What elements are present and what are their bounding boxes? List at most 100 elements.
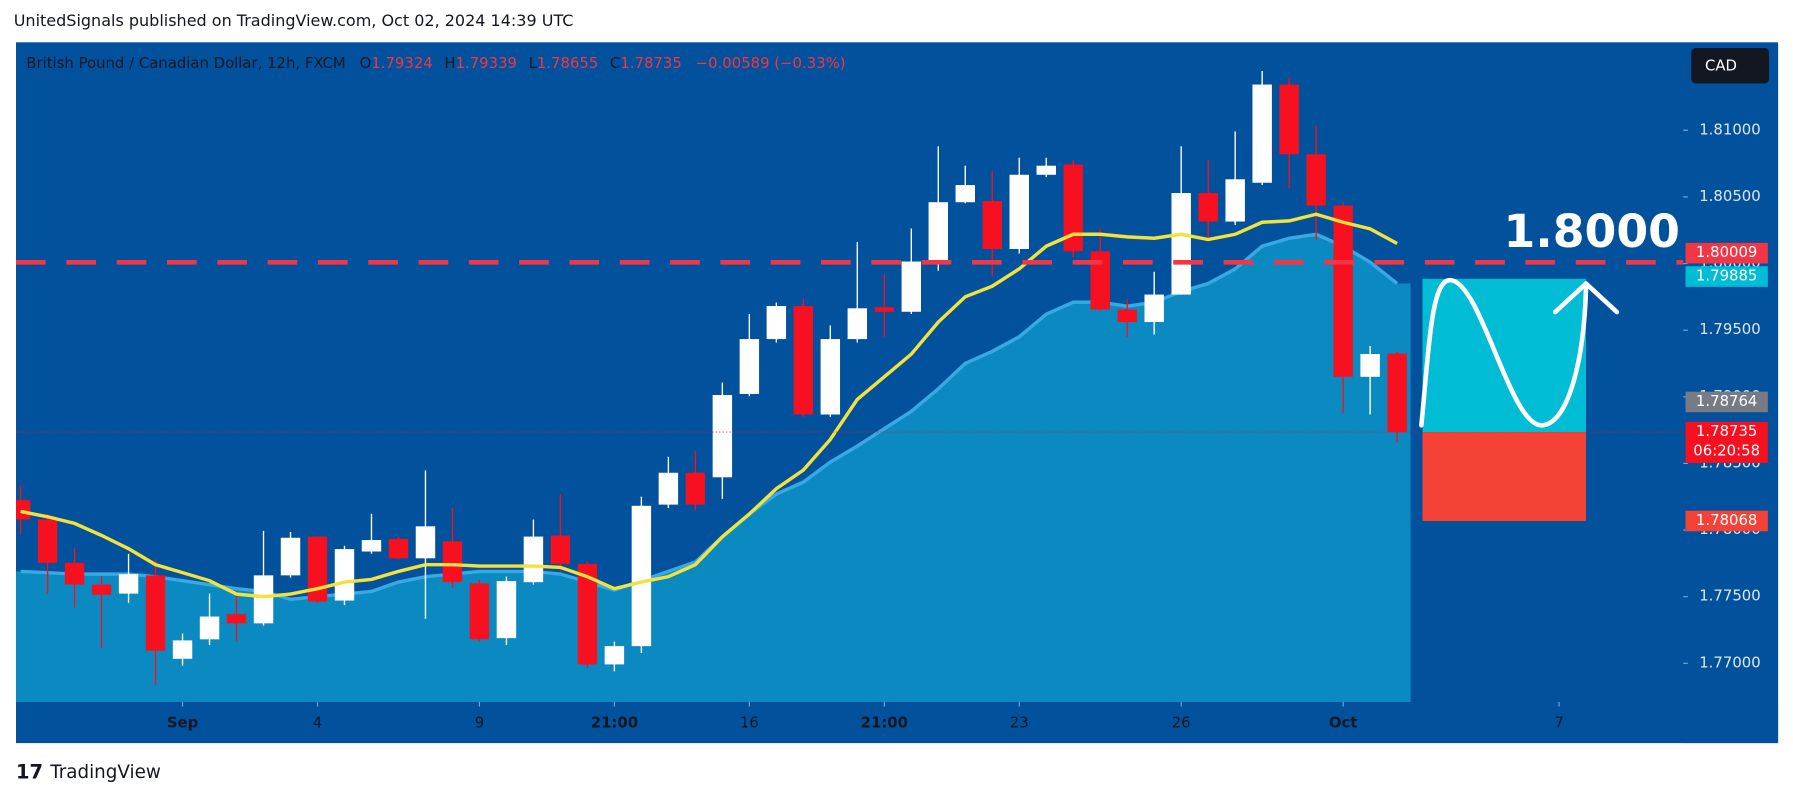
candle-body <box>658 472 679 505</box>
candle-body <box>1144 294 1164 323</box>
candle-body <box>469 583 490 640</box>
area-fill <box>16 234 1411 702</box>
candle-body <box>1225 179 1245 222</box>
legend: British Pound / Canadian Dollar, 12h, FX… <box>26 54 845 72</box>
x-tick-label: 26 <box>1172 714 1191 732</box>
legend-key: C <box>610 54 620 72</box>
candle-body <box>415 526 436 559</box>
y-tick-label: 1.81000 <box>1699 120 1760 138</box>
price-badge-label: 1.78068 <box>1696 511 1757 529</box>
candle-body <box>847 308 868 340</box>
candle-body <box>982 201 1002 249</box>
x-tick-label: 21:00 <box>591 714 638 732</box>
currency-badge[interactable] <box>1691 48 1769 84</box>
candle-body <box>226 614 247 624</box>
candle-body <box>1306 154 1326 206</box>
legend-high: 1.79339 <box>456 54 517 72</box>
legend-key: H <box>444 54 455 72</box>
candle-body <box>1009 174 1029 249</box>
price-badge <box>1685 391 1768 413</box>
y-tick-label: 1.79500 <box>1699 320 1760 338</box>
currency-label[interactable]: CAD <box>1705 56 1737 74</box>
candle-body <box>793 306 814 415</box>
legend-low: 1.78655 <box>537 54 598 72</box>
axes: 1.770001.775001.780001.785001.790001.795… <box>16 120 1779 744</box>
x-tick-label: Oct <box>1329 714 1358 732</box>
price-badge <box>1685 421 1768 463</box>
arrow-head <box>1552 281 1620 315</box>
candle-body <box>631 505 652 647</box>
candle-body <box>712 395 733 478</box>
candle-body <box>1333 205 1353 377</box>
price-badge <box>1685 510 1768 532</box>
candle-body <box>361 540 382 552</box>
x-tick-label: 4 <box>313 714 322 732</box>
candle-body <box>550 535 571 564</box>
candle-body <box>1117 309 1137 323</box>
logo-mark: 17 <box>16 760 43 783</box>
ma-line <box>20 212 1398 599</box>
candle-body <box>1036 165 1056 175</box>
y-tick-label: 1.80500 <box>1699 187 1760 205</box>
candle-body <box>1252 84 1272 183</box>
x-tick-label: 9 <box>475 714 484 732</box>
x-tick-label: 16 <box>740 714 759 732</box>
candle-body <box>901 261 922 312</box>
x-tick-label: Sep <box>167 714 198 732</box>
candle-body <box>1387 353 1407 433</box>
candle-body <box>1279 84 1299 155</box>
target-zone <box>1422 278 1587 433</box>
x-tick-label: 21:00 <box>861 714 908 732</box>
candle-body <box>37 519 58 563</box>
legend-key: L <box>529 54 538 72</box>
stop-zone <box>1422 432 1587 521</box>
candle-body <box>739 339 760 394</box>
candle-body <box>874 307 895 312</box>
candle-body <box>388 538 409 559</box>
candle-body <box>172 640 193 659</box>
candle-body <box>496 581 517 639</box>
candle-body <box>280 537 301 576</box>
plot-area <box>16 70 1411 702</box>
wave-drawing <box>1419 277 1589 428</box>
countdown: 06:20:58 <box>1693 442 1760 460</box>
price-badge-label: 1.78735 <box>1696 422 1757 440</box>
legend-key: O <box>360 54 372 72</box>
candle-body <box>820 339 841 415</box>
price-badge-label: 1.78764 <box>1696 392 1757 410</box>
price-badge-label: 1.79885 <box>1696 267 1757 285</box>
candle-body <box>253 575 274 624</box>
header: UnitedSignals published on TradingView.c… <box>14 11 574 30</box>
candle-body <box>442 541 463 583</box>
price-badge <box>1685 266 1768 287</box>
legend-change: −0.00589 (−0.33%) <box>696 54 846 72</box>
candle-body <box>307 536 328 602</box>
x-tick-label: 23 <box>1010 714 1029 732</box>
candle-body <box>199 616 220 640</box>
candle-body <box>928 202 949 262</box>
y-tick-label: 1.77000 <box>1699 653 1760 671</box>
symbol: British Pound / Canadian Dollar, 12h, FX… <box>26 54 345 72</box>
price-scale-cover <box>1683 701 1779 744</box>
candle-body <box>577 563 598 665</box>
candle-body <box>604 646 625 665</box>
candle-body <box>145 575 166 651</box>
footer: TradingView <box>49 762 161 783</box>
candle-body <box>118 574 139 594</box>
candle-body <box>685 472 706 505</box>
price-badge <box>1685 242 1768 264</box>
candle-body <box>1360 354 1380 377</box>
legend-open: 1.79324 <box>371 54 432 72</box>
candle-body <box>91 584 112 595</box>
candle-body <box>1171 193 1191 295</box>
candle-body <box>1198 193 1218 222</box>
candle-body <box>64 562 85 585</box>
legend-close: 1.78735 <box>620 54 681 72</box>
annotation: 1.8000 <box>1504 205 1680 258</box>
candle-body <box>523 536 544 583</box>
overlay: 1.80009 1.79885 1.78764 1.78735 06:20:58 1.78… <box>1419 242 1768 532</box>
candle-body <box>334 549 355 601</box>
candle-body <box>16 500 31 520</box>
candle-body <box>1090 251 1110 310</box>
